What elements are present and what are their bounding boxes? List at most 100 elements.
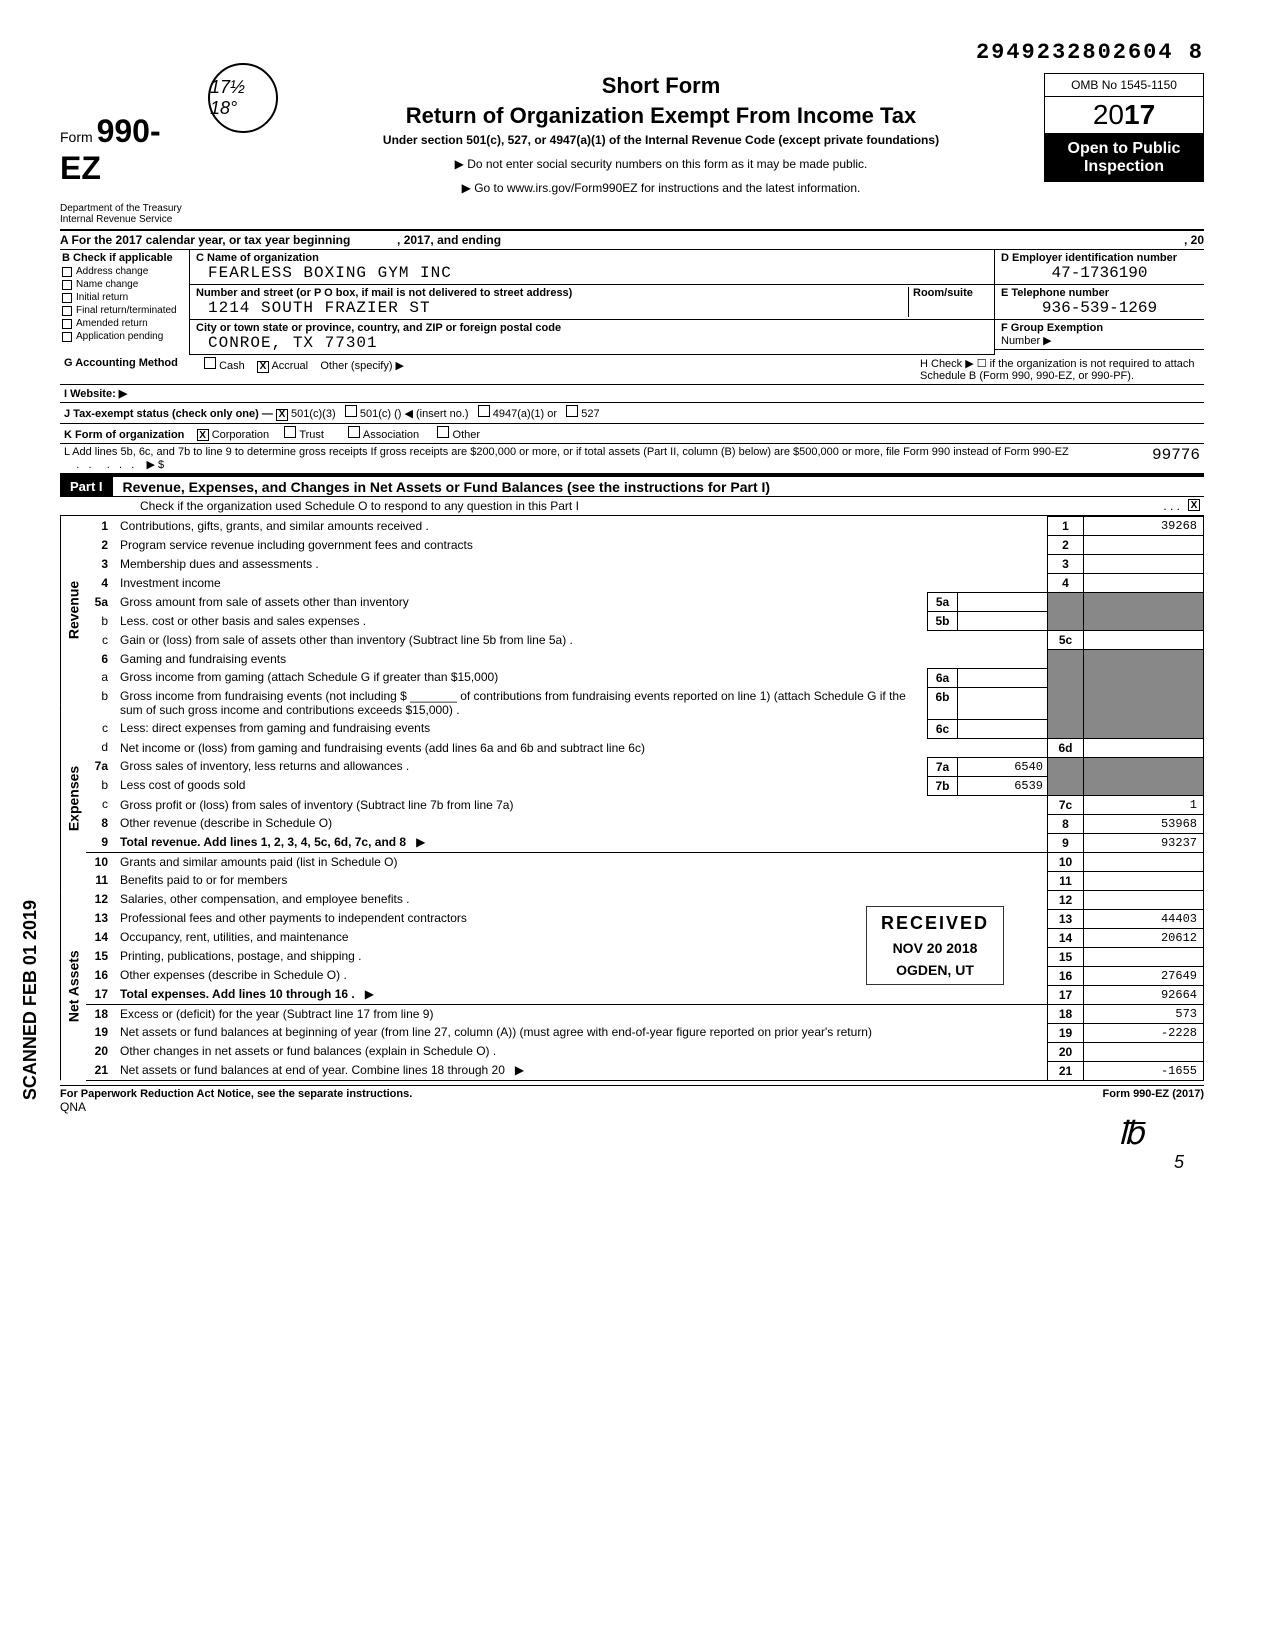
- line-13: 13Professional fees and other payments t…: [86, 909, 1204, 928]
- line-desc: Gross sales of inventory, less returns a…: [120, 759, 409, 773]
- checkbox-icon[interactable]: [348, 426, 360, 438]
- checkbox-icon[interactable]: [62, 267, 72, 277]
- line-9: 9Total revenue. Add lines 1, 2, 3, 4, 5c…: [86, 833, 1204, 852]
- line-5a: 5aGross amount from sale of assets other…: [86, 593, 1204, 612]
- line-15: 15Printing, publications, postage, and s…: [86, 947, 1204, 966]
- cb-address-change: Address change: [76, 266, 148, 277]
- section-def: D Employer identification number47-17361…: [994, 250, 1204, 355]
- line-val: [1084, 555, 1204, 574]
- trust-label: Trust: [299, 429, 324, 441]
- checkbox-icon[interactable]: [204, 357, 216, 369]
- line-val: [1084, 536, 1204, 555]
- checkbox-icon[interactable]: [62, 293, 72, 303]
- checkbox-icon[interactable]: [437, 426, 449, 438]
- line-inner-val: [958, 593, 1048, 612]
- line-val: 27649: [1084, 966, 1204, 985]
- check-o-text: Check if the organization used Schedule …: [140, 499, 1150, 513]
- checkbox-icon[interactable]: [62, 332, 72, 342]
- form-lines-table: 1Contributions, gifts, grants, and simil…: [86, 516, 1204, 1081]
- public-line2: Inspection: [1048, 158, 1200, 176]
- line-desc: Printing, publications, postage, and shi…: [120, 949, 362, 963]
- 527-label: 527: [581, 408, 599, 420]
- line-g: G Accounting Method Cash X Accrual Other…: [60, 355, 1204, 385]
- year-bold: 17: [1124, 99, 1155, 130]
- public-line1: Open to Public: [1048, 140, 1200, 158]
- checkbox-checked-icon[interactable]: X: [257, 361, 269, 373]
- top-document-number: 2949232802604 8: [60, 40, 1204, 65]
- line-val: [1084, 852, 1204, 871]
- line-val: [1084, 631, 1204, 650]
- org-name-label: C Name of organization: [196, 252, 319, 264]
- checkbox-icon[interactable]: [284, 426, 296, 438]
- line-a-mid: , 2017, and ending: [397, 233, 501, 247]
- checkbox-icon[interactable]: [62, 319, 72, 329]
- phone-label: E Telephone number: [1001, 287, 1109, 299]
- line-desc: Professional fees and other payments to …: [120, 911, 467, 925]
- qna-label: QNA: [60, 1100, 1204, 1114]
- phone-value: 936-539-1269: [1001, 299, 1198, 317]
- checkbox-checked-icon[interactable]: X: [1188, 499, 1200, 511]
- accrual-label: Accrual: [271, 360, 308, 372]
- form-number-label: Form 990-EZ: [60, 113, 200, 187]
- cb-name-change: Name change: [76, 279, 138, 290]
- checkbox-checked-icon[interactable]: X: [276, 409, 288, 421]
- form-number: 990-EZ: [60, 113, 161, 186]
- tax-year-box: 2017: [1044, 97, 1204, 134]
- line-desc: Less cost of goods sold: [120, 778, 245, 792]
- line-val: [1084, 890, 1204, 909]
- line-h-text: H Check ▶ ☐ if the organization is not r…: [920, 357, 1200, 382]
- footer-right: Form 990-EZ (2017): [1103, 1088, 1205, 1100]
- dept-irs: Department of the Treasury Internal Reve…: [60, 187, 200, 225]
- line-val: 93237: [1084, 833, 1204, 852]
- line-2: 2Program service revenue including gover…: [86, 536, 1204, 555]
- main-title: Return of Organization Exempt From Incom…: [286, 103, 1036, 129]
- line-val: 39268: [1084, 517, 1204, 536]
- group-exempt-label: F Group Exemption: [1001, 322, 1103, 334]
- line-val: [1084, 947, 1204, 966]
- org-name: FEARLESS BOXING GYM INC: [196, 264, 452, 282]
- line-val: 92664: [1084, 985, 1204, 1004]
- checkbox-icon[interactable]: [478, 405, 490, 417]
- received-stamp: RECEIVED NOV 20 2018 OGDEN, UT: [866, 906, 1004, 985]
- line-desc: Net assets or fund balances at end of ye…: [120, 1063, 505, 1077]
- line-desc: Less. cost or other basis and sales expe…: [120, 614, 366, 628]
- year-prefix: 20: [1093, 99, 1124, 130]
- 501c-label: 501(c) (: [360, 408, 398, 420]
- line-val: [1084, 574, 1204, 593]
- checkbox-icon[interactable]: [62, 280, 72, 290]
- cb-amended: Amended return: [76, 318, 148, 329]
- association-label: Association: [363, 429, 419, 441]
- checkbox-icon[interactable]: [62, 306, 72, 316]
- circle-stamp-icon: 17½ 18°: [208, 63, 278, 133]
- line-7a: 7aGross sales of inventory, less returns…: [86, 757, 1204, 776]
- checkbox-icon[interactable]: [345, 405, 357, 417]
- omb-number: OMB No 1545-1150: [1044, 73, 1204, 97]
- dept-line1: Department of the Treasury: [60, 203, 200, 214]
- checkbox-icon[interactable]: [566, 405, 578, 417]
- ein-value: 47-1736190: [1001, 264, 1198, 282]
- line-a: A For the 2017 calendar year, or tax yea…: [60, 231, 1204, 250]
- section-b: B Check if applicable Address change Nam…: [60, 250, 190, 355]
- section-c: C Name of organizationFEARLESS BOXING GY…: [190, 250, 994, 355]
- line-desc: Net income or (loss) from gaming and fun…: [120, 741, 645, 755]
- line-l-text: L Add lines 5b, 6c, and 7b to line 9 to …: [64, 446, 1069, 458]
- line-val: 53968: [1084, 814, 1204, 833]
- line-desc: Occupancy, rent, utilities, and maintena…: [120, 930, 349, 944]
- tax-exempt-label: J Tax-exempt status (check only one) —: [64, 408, 273, 420]
- expenses-side-label: Expenses: [60, 704, 86, 892]
- line-val: 44403: [1084, 909, 1204, 928]
- line-desc: Salaries, other compensation, and employ…: [120, 892, 410, 906]
- part1-header: Part I Revenue, Expenses, and Changes in…: [60, 475, 1204, 497]
- 4947-label: 4947(a)(1) or: [493, 408, 557, 420]
- form-of-org-label: K Form of organization: [64, 429, 184, 441]
- line-inner-val: [958, 612, 1048, 631]
- line-desc: Total expenses. Add lines 10 through 16 …: [120, 987, 355, 1001]
- dept-line2: Internal Revenue Service: [60, 214, 200, 225]
- line-4: 4Investment income4: [86, 574, 1204, 593]
- line-val: -1655: [1084, 1061, 1204, 1080]
- line-18: 18Excess or (deficit) for the year (Subt…: [86, 1004, 1204, 1023]
- checkbox-checked-icon[interactable]: X: [197, 429, 209, 441]
- line-5b: bLess. cost or other basis and sales exp…: [86, 612, 1204, 631]
- main-form-grid: RECEIVED NOV 20 2018 OGDEN, UT Revenue E…: [60, 516, 1204, 1081]
- city-label: City or town state or province, country,…: [196, 322, 561, 334]
